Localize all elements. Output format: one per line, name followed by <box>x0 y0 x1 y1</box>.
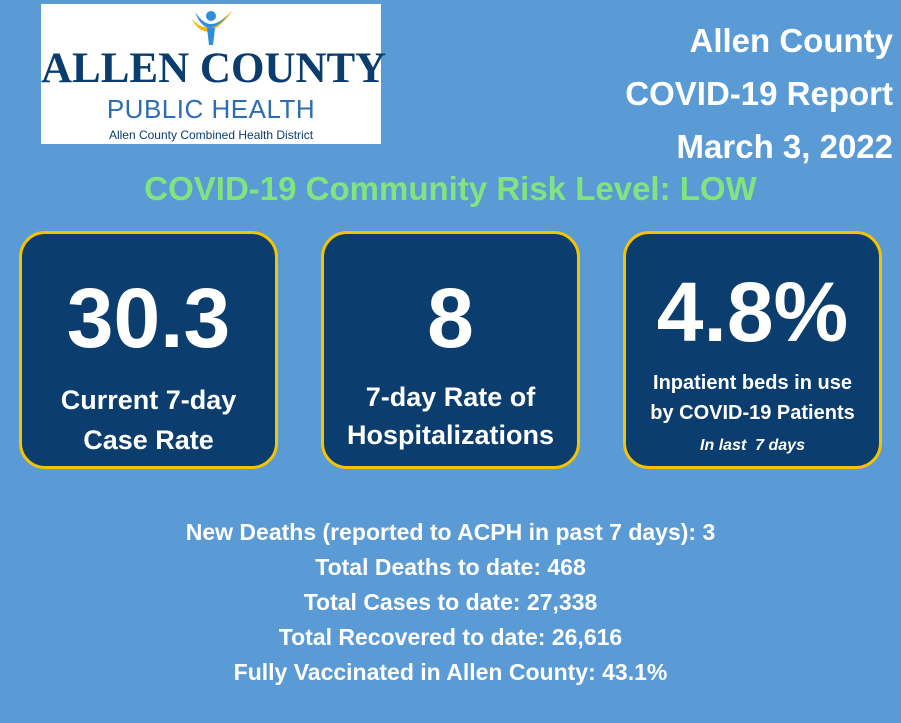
case-rate-card: 30.3 Current 7-day Case Rate <box>19 231 278 469</box>
stat-total-cases: Total Cases to date: 27,338 <box>303 589 598 615</box>
card-label-line: 7-day Rate of <box>365 382 536 412</box>
logo: ALLEN COUNTY PUBLIC HEALTH Allen County … <box>41 4 387 144</box>
header-report: COVID-19 Report <box>625 75 893 112</box>
card-label: Current 7-day Case Rate <box>22 380 275 460</box>
header-county: Allen County <box>689 22 894 59</box>
stat-total-recovered: Total Recovered to date: 26,616 <box>278 624 623 650</box>
header-date: March 3, 2022 <box>676 128 893 165</box>
inpatient-beds-card: 4.8% Inpatient beds in use by COVID-19 P… <box>623 231 882 469</box>
card-label-line: Hospitalizations <box>346 420 555 450</box>
card-label-line: Case Rate <box>83 425 214 455</box>
report-header: Allen County COVID-19 Report March 3, 20… <box>625 14 893 173</box>
card-label-line: Inpatient beds in use <box>653 372 852 394</box>
card-label: Inpatient beds in use by COVID-19 Patien… <box>626 368 879 428</box>
stat-fully-vaccinated: Fully Vaccinated in Allen County: 43.1% <box>233 659 668 685</box>
card-value: 8 <box>427 271 474 365</box>
risk-level: COVID-19 Community Risk Level: LOW <box>144 170 757 207</box>
logo-title: ALLEN COUNTY <box>41 45 387 92</box>
card-label-line: Current 7-day <box>60 385 237 415</box>
person-figure-icon <box>191 10 233 45</box>
stat-new-deaths: New Deaths (reported to ACPH in past 7 d… <box>185 519 716 545</box>
card-value: 4.8% <box>656 265 849 359</box>
logo-tagline: Allen County Combined Health District <box>108 128 314 142</box>
stat-total-deaths: Total Deaths to date: 468 <box>315 554 586 580</box>
card-value: 30.3 <box>66 271 231 365</box>
card-note: In last 7 days <box>700 437 805 454</box>
hospitalizations-card: 8 7-day Rate of Hospitalizations <box>321 231 580 469</box>
card-label: 7-day Rate of Hospitalizations <box>324 378 577 454</box>
logo-subtitle: PUBLIC HEALTH <box>106 94 316 124</box>
stats-list: New Deaths (reported to ACPH in past 7 d… <box>0 515 901 690</box>
card-label-line: by COVID-19 Patients <box>650 402 855 424</box>
